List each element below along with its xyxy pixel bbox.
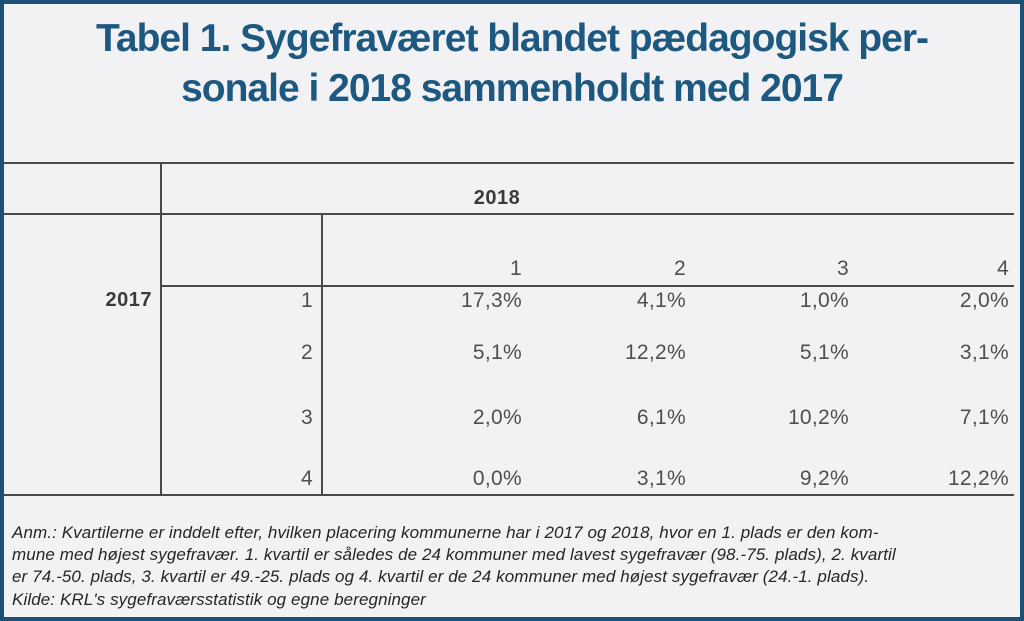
table-cell: 5,1%	[799, 341, 849, 364]
table-cell: 12,2%	[624, 341, 686, 364]
table-cell: 6,1%	[636, 406, 686, 429]
row-header: 2	[301, 341, 313, 364]
footnote-anm-line3: er 74.-50. plads, 3. kvartil er 49.-25. …	[12, 567, 870, 586]
table-cell: 1,0%	[799, 289, 849, 312]
table-rule-vertical-inner	[321, 213, 323, 496]
footnote-anm-line1: Anm.: Kvartilerne er inddelt efter, hvil…	[12, 523, 879, 542]
row-header: 4	[301, 467, 313, 490]
table-cell: 10,2%	[787, 406, 849, 429]
row-header: 3	[301, 406, 313, 429]
table-rule-bottom	[4, 494, 1014, 496]
table-cell: 17,3%	[460, 289, 522, 312]
table-rule-vertical-left	[160, 162, 162, 496]
table-rule-under-headers	[160, 285, 1014, 287]
table-cell: 3,1%	[636, 467, 686, 490]
table-cell: 2,0%	[472, 406, 522, 429]
footnote-anm-line2: mune med højest sygefravær. 1. kvartil e…	[12, 545, 896, 564]
table-cell: 0,0%	[472, 467, 522, 490]
table-cell: 9,2%	[799, 467, 849, 490]
table-cell: 3,1%	[959, 341, 1009, 364]
table-rule-top	[4, 162, 1014, 164]
figure-title-line2: sonale i 2018 sammenholdt med 2017	[181, 67, 844, 110]
table-cell: 12,2%	[947, 467, 1009, 490]
row-group-label-2017: 2017	[105, 289, 152, 311]
column-group-label-2018: 2018	[473, 187, 521, 209]
column-header: 4	[997, 257, 1009, 280]
table-cell: 5,1%	[472, 341, 522, 364]
footnote-source: Kilde: KRL's sygefraværsstatistik og egn…	[12, 590, 426, 609]
table-cell: 7,1%	[959, 406, 1009, 429]
figure-title-line1: Tabel 1. Sygefraværet blandet pædagogisk…	[95, 17, 929, 60]
figure-title: Tabel 1. Sygefraværet blandet pædagogisk…	[4, 14, 1020, 114]
table-cell: 2,0%	[959, 289, 1009, 312]
table-rule-under-2018	[4, 213, 1014, 215]
row-header: 1	[301, 289, 313, 312]
column-header: 2	[674, 257, 686, 280]
table-cell: 4,1%	[636, 289, 686, 312]
column-header: 3	[837, 257, 849, 280]
column-header: 1	[510, 257, 522, 280]
